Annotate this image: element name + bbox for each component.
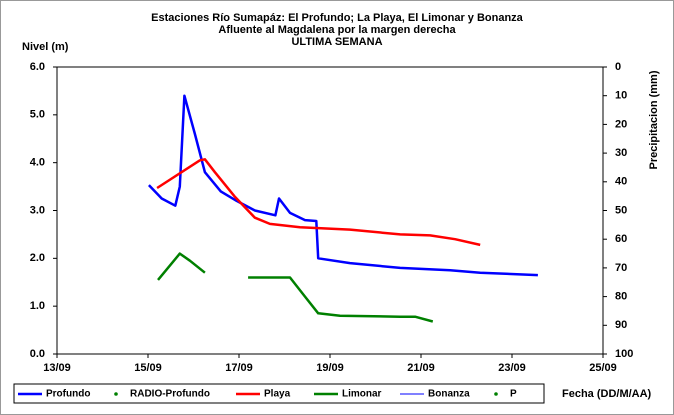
chart-title: Afluente al Magdalena por la margen dere…	[218, 24, 456, 36]
legend-marker	[494, 392, 498, 396]
y-tick-label: 2.0	[30, 252, 45, 264]
y-axis-label: Nivel (m)	[22, 41, 69, 53]
legend-label: RADIO-Profundo	[130, 389, 210, 400]
y2-tick-label: 50	[615, 204, 627, 216]
legend-label: Limonar	[342, 389, 382, 400]
series-line	[157, 252, 434, 323]
x-tick-label: 19/09	[316, 362, 344, 374]
chart-title: Estaciones Río Sumapáz: El Profundo; La …	[151, 12, 524, 24]
y2-tick-label: 30	[615, 147, 627, 159]
legend-label: Playa	[264, 389, 291, 400]
x-tick-label: 25/09	[589, 362, 617, 374]
y-tick-label: 5.0	[30, 109, 45, 121]
legend	[13, 383, 545, 404]
legend-label: Profundo	[46, 389, 90, 400]
y-tick-label: 6.0	[30, 61, 45, 73]
x-tick-label: 21/09	[407, 362, 435, 374]
x-tick-label: 13/09	[43, 362, 71, 374]
legend-label: Bonanza	[428, 389, 470, 400]
y2-axis-label: Precipitacion (mm)	[648, 70, 660, 169]
x-tick-label: 15/09	[134, 362, 162, 374]
y2-tick-label: 20	[615, 118, 627, 130]
y-tick-label: 3.0	[30, 204, 45, 216]
y2-tick-label: 0	[615, 61, 621, 73]
y2-tick-label: 60	[615, 233, 627, 245]
chart-title: ULTIMA SEMANA	[291, 36, 382, 48]
y2-tick-label: 90	[615, 319, 627, 331]
y2-tick-label: 40	[615, 176, 627, 188]
series-line	[156, 158, 481, 247]
x-tick-label: 23/09	[498, 362, 526, 374]
x-axis-label: Fecha (DD/M/AA)	[562, 388, 652, 400]
y2-tick-label: 100	[615, 348, 633, 360]
y2-tick-label: 70	[615, 262, 627, 274]
y-tick-label: 1.0	[30, 300, 45, 312]
series-line	[147, 94, 538, 277]
y-tick-label: 4.0	[30, 157, 45, 169]
y2-tick-label: 10	[615, 90, 627, 102]
y2-tick-label: 80	[615, 291, 627, 303]
y-tick-label: 0.0	[30, 348, 45, 360]
legend-marker	[114, 392, 118, 396]
x-tick-label: 17/09	[225, 362, 253, 374]
legend-label: P	[510, 389, 517, 400]
